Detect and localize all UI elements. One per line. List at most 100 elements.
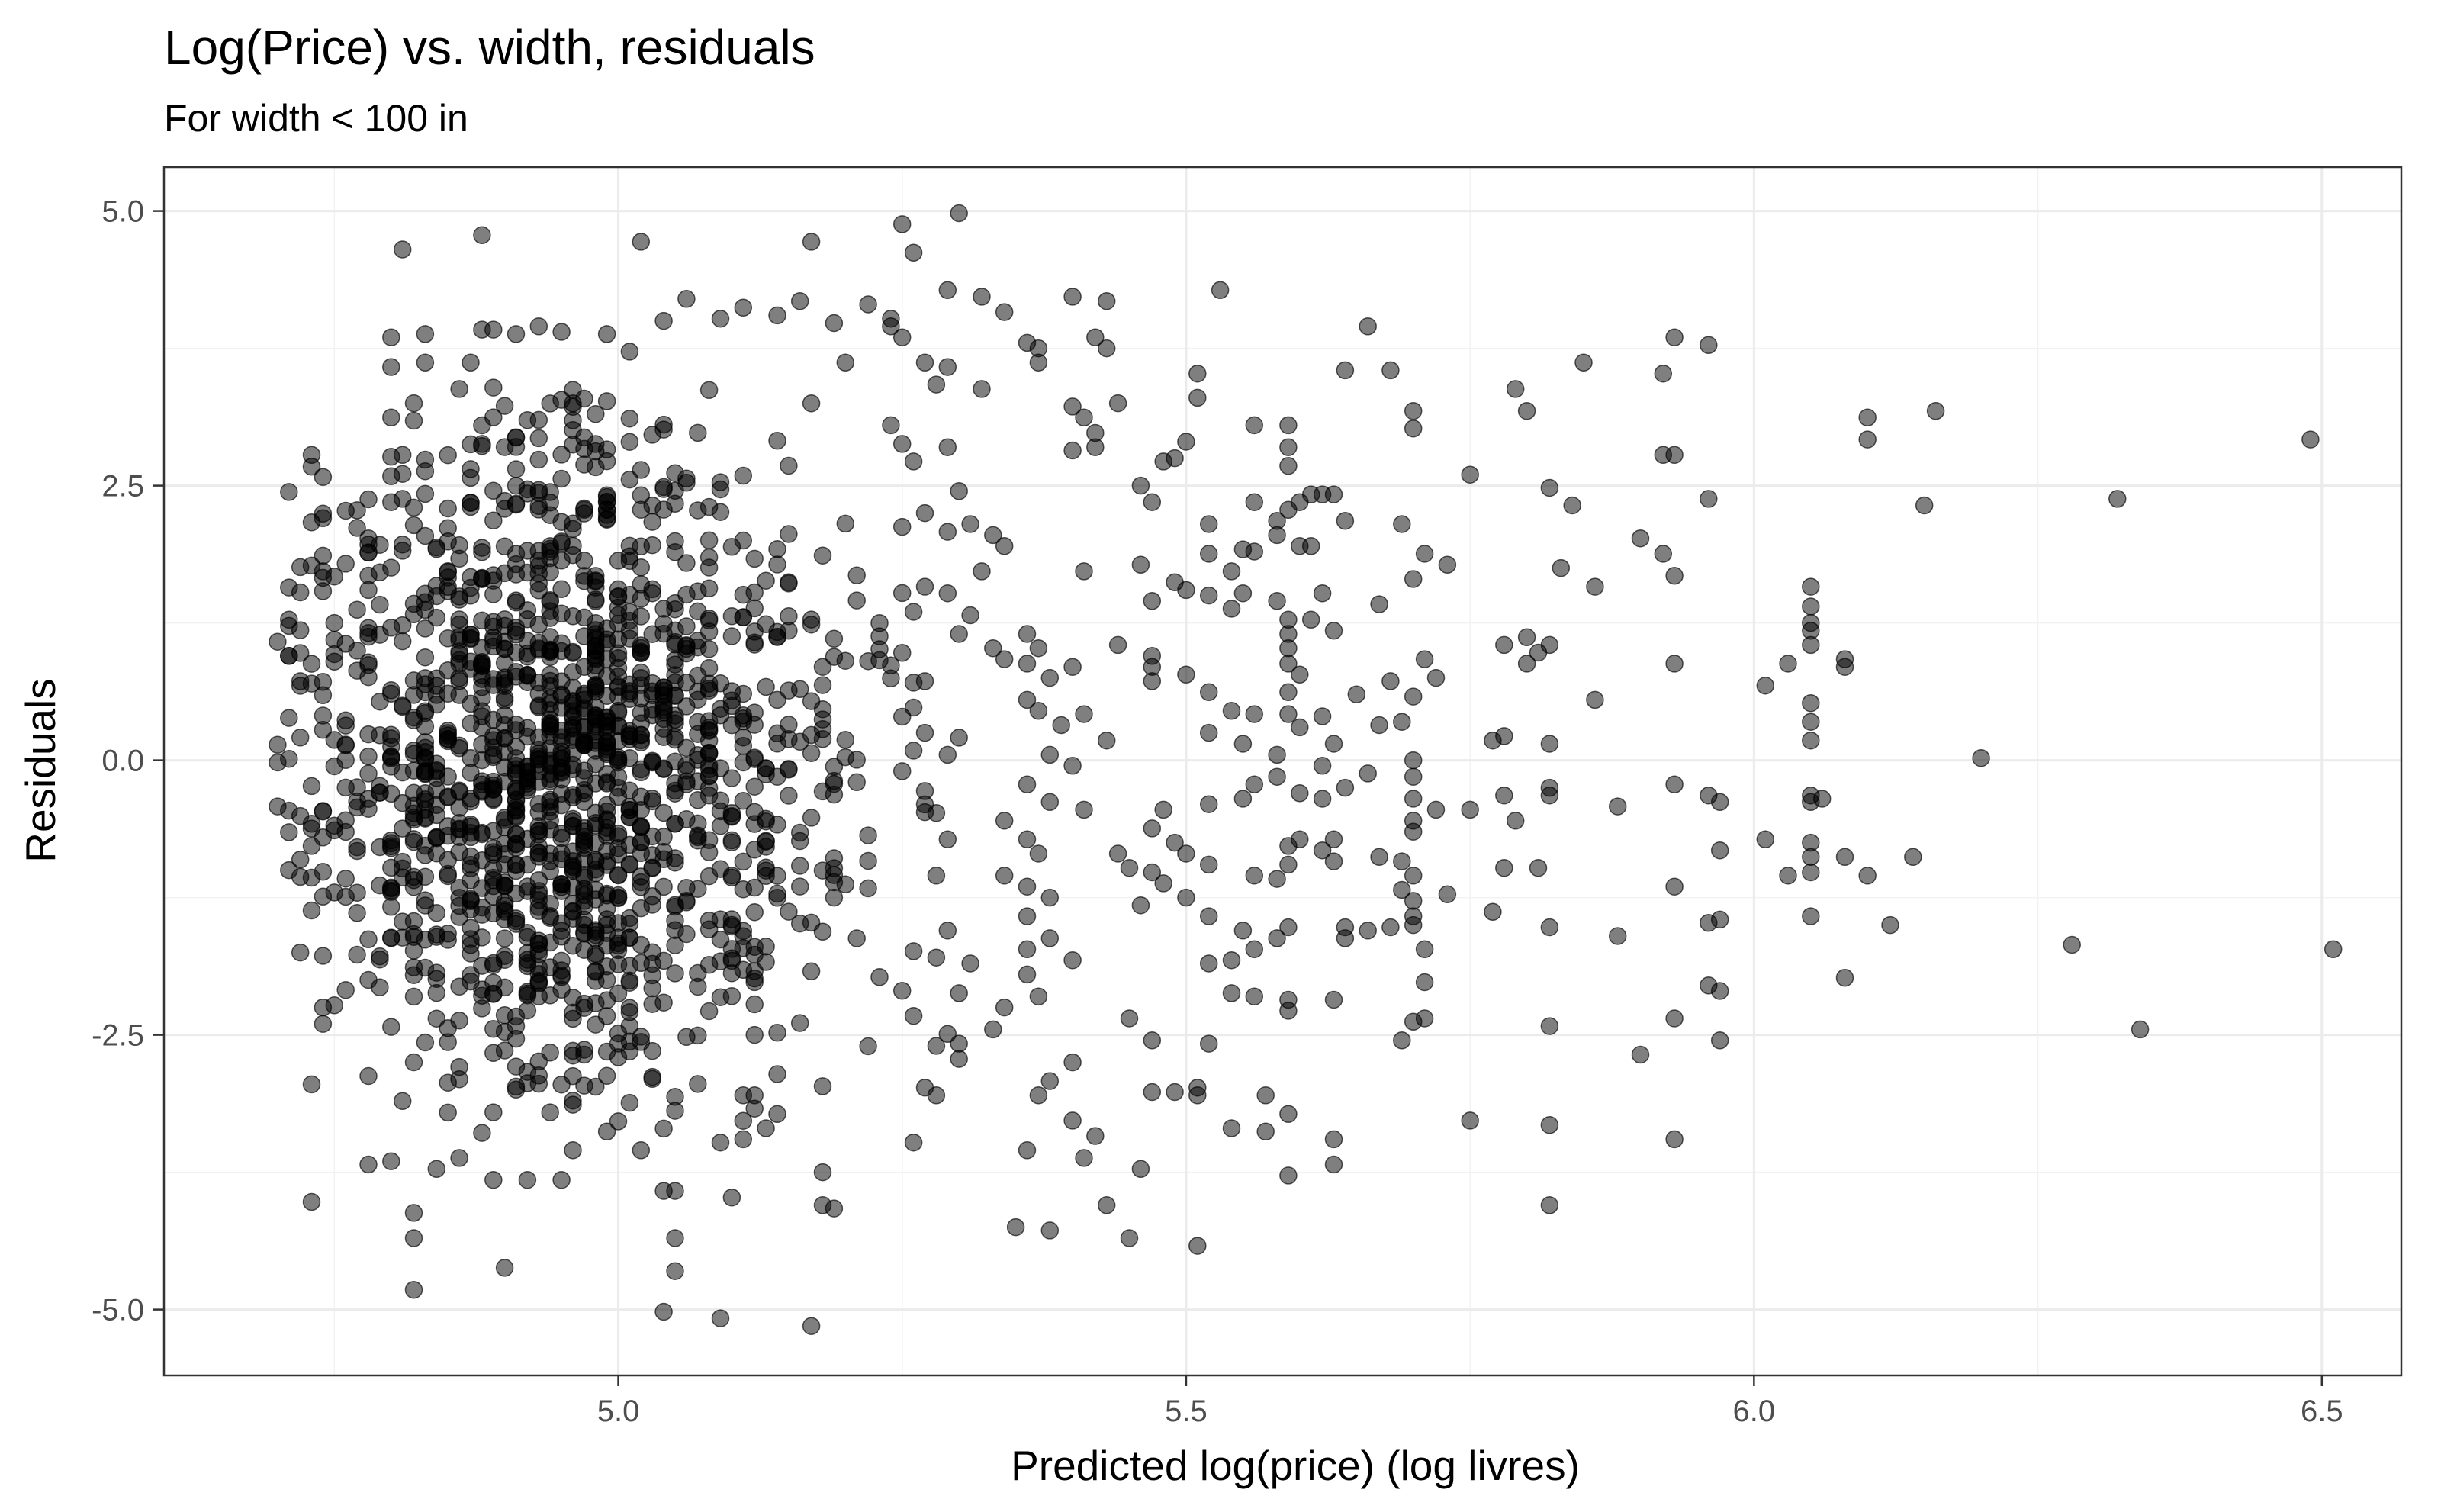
data-point [1029,1086,1048,1105]
data-point [314,947,333,965]
data-point [666,1182,684,1200]
data-point [597,1042,616,1061]
data-point [938,438,957,456]
data-point [654,600,673,618]
data-point [1040,793,1060,812]
data-point [495,438,514,456]
data-point [1313,584,1332,603]
data-point [450,615,468,634]
data-point [1461,465,1479,484]
data-point [699,867,719,886]
data-point [620,552,639,571]
data-point [1756,676,1775,695]
data-point [1097,1196,1116,1214]
data-point [643,858,661,877]
data-point [734,585,753,604]
data-point [734,298,753,317]
data-point [984,526,1002,545]
data-point [643,979,661,998]
data-point [404,394,423,413]
data-point [1393,880,1411,899]
data-point [734,1086,753,1105]
data-point [1756,830,1775,849]
x-tick-label: 5.0 [597,1395,640,1428]
data-point [643,426,661,444]
data-point [802,394,821,413]
data-point [1665,877,1684,896]
data-point [1029,844,1048,863]
data-point [336,887,355,906]
data-point [1222,951,1241,970]
data-point [404,411,423,430]
data-point [552,446,571,464]
data-point [462,353,480,372]
data-point [950,482,968,500]
data-point [847,773,866,792]
data-point [507,494,526,513]
data-point [620,603,639,621]
data-point [1063,397,1082,416]
data-point [348,904,366,922]
data-point [768,1105,786,1124]
data-point [1540,1196,1559,1214]
data-point [473,677,491,696]
data-point [1199,515,1218,533]
data-point [1710,793,1729,812]
data-point [734,608,753,626]
data-point [529,822,548,840]
data-point [404,516,423,535]
data-point [1665,655,1684,673]
data-point [632,233,651,251]
data-point [507,591,526,610]
data-point [1324,735,1343,753]
data-point [1381,918,1400,937]
data-point [359,930,378,949]
data-point [1086,438,1105,456]
data-point [427,608,446,627]
data-point [529,1066,548,1085]
data-point [564,1141,582,1160]
data-point [439,661,457,680]
data-point [1313,841,1332,860]
data-point [541,1103,559,1121]
data-point [564,902,582,921]
data-point [462,435,480,454]
data-point [473,879,491,897]
data-point [1199,954,1218,973]
data-point [484,378,503,397]
data-point [484,1103,503,1121]
data-point [745,549,764,568]
data-point [620,343,639,361]
data-point [439,1033,457,1051]
data-point [1802,635,1820,655]
data-point [904,742,923,760]
data-point [1188,1237,1207,1255]
data-point [507,668,526,686]
data-point [757,765,775,783]
data-point [597,487,616,507]
data-point [904,1133,923,1152]
data-point [995,867,1014,885]
data-point [404,870,423,890]
data-point [291,644,310,662]
data-point [722,963,741,983]
data-point [1075,705,1093,723]
data-point [722,769,741,787]
data-point [938,281,957,300]
data-point [666,651,684,670]
data-point [689,977,707,996]
data-point [1097,291,1116,310]
data-point [404,1229,423,1247]
data-point [564,842,582,861]
data-point [802,1317,821,1335]
data-point [1926,401,1945,420]
data-point [280,709,298,727]
data-point [632,461,651,479]
data-point [552,1170,571,1189]
data-point [575,499,593,518]
data-point [371,947,389,966]
data-point [802,744,821,762]
data-point [620,855,639,873]
data-point [1040,1072,1060,1090]
data-point [302,777,321,796]
